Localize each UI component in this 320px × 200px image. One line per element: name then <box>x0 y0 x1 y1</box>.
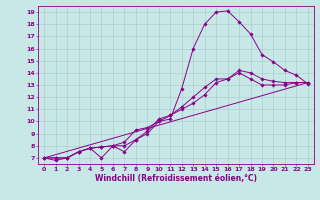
X-axis label: Windchill (Refroidissement éolien,°C): Windchill (Refroidissement éolien,°C) <box>95 174 257 183</box>
